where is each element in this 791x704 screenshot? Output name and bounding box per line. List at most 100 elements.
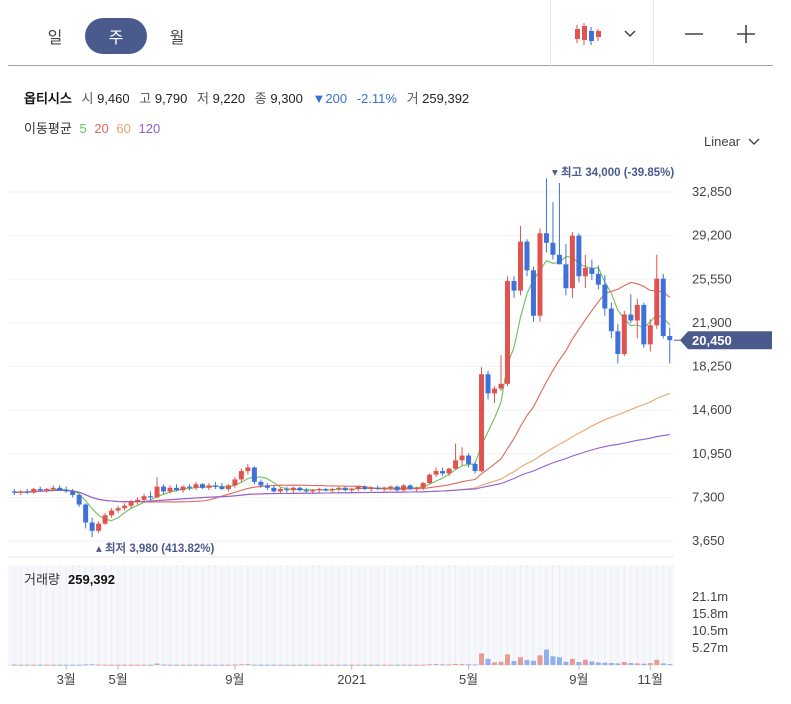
chart-type-button[interactable]	[566, 14, 610, 54]
volume-bar	[154, 663, 160, 665]
volume-bar	[258, 664, 264, 666]
volume-bar	[284, 664, 290, 666]
volume-bar	[122, 664, 128, 666]
low-label: 저	[197, 91, 209, 106]
candle-body	[128, 502, 134, 506]
ma-5-line	[14, 256, 671, 522]
candle-body	[472, 463, 478, 472]
candle-body	[368, 487, 374, 490]
candle-body	[453, 460, 459, 469]
volume-bar	[161, 664, 167, 666]
volume-bar	[83, 664, 89, 666]
candle-body	[563, 264, 569, 289]
volume-bar	[660, 663, 666, 665]
candle-body	[284, 489, 290, 491]
volume-label: 거	[406, 91, 419, 106]
candle-body	[310, 490, 316, 492]
price-axis-label: 21,900	[692, 315, 732, 330]
volume-bar	[628, 663, 634, 665]
price-axis-label: 14,600	[692, 402, 732, 417]
price-axis-label: 7,300	[692, 489, 725, 504]
volume-bar	[76, 664, 82, 666]
volume-bar	[336, 664, 342, 666]
candle-body	[122, 505, 128, 509]
candle-body	[394, 486, 400, 491]
volume-bar	[199, 664, 205, 666]
candle-body	[264, 485, 270, 488]
candle-body	[70, 491, 76, 495]
volume-bar	[479, 653, 485, 665]
candlestick-icon	[575, 23, 601, 45]
current-price-label: 20,450	[692, 333, 732, 348]
volume-bar	[102, 664, 108, 666]
ma-5-label[interactable]: 5	[79, 121, 87, 136]
candle-body	[615, 331, 621, 354]
close-value: 9,300	[270, 91, 303, 106]
chart-type-dropdown[interactable]	[616, 14, 644, 54]
candle-body	[537, 233, 543, 316]
ma-60-label[interactable]: 60	[116, 121, 131, 136]
price-axis-label: 29,200	[692, 228, 732, 243]
zoom-out-button[interactable]	[676, 14, 712, 54]
volume-bar	[401, 664, 407, 666]
chart-toolbar: 일 주 월	[8, 0, 773, 66]
candle-body	[349, 489, 355, 491]
candle-body	[115, 508, 121, 511]
volume-bar	[517, 657, 523, 665]
candle-body	[76, 494, 82, 505]
volume-bar	[498, 661, 504, 665]
candle-body	[290, 487, 296, 491]
x-axis-label: 3월	[57, 672, 76, 687]
volume-bar	[148, 664, 154, 666]
volume-bar	[485, 658, 491, 665]
tab-daily[interactable]: 일	[47, 30, 63, 47]
volume-bar	[89, 664, 95, 666]
candle-body	[342, 487, 348, 491]
volume-bar	[556, 657, 562, 665]
candle-body	[530, 270, 536, 316]
price-axis-label: 10,950	[692, 446, 732, 461]
candle-body	[440, 471, 446, 474]
candle-body	[219, 486, 225, 490]
zoom-in-button[interactable]	[728, 14, 764, 54]
candle-body	[199, 484, 205, 488]
volume-bar	[342, 664, 348, 666]
volume-bar	[407, 664, 413, 666]
candle-body	[582, 267, 588, 277]
candle-body	[258, 481, 264, 486]
volume-bar	[634, 663, 640, 665]
volume-bar	[245, 664, 251, 666]
ma-20-label[interactable]: 20	[94, 121, 109, 136]
volume-bar	[453, 663, 459, 665]
stock-summary: 옵티시스 시 9,460 고 9,790 저 9,220 종 9,300 ▼20…	[24, 88, 475, 107]
volume-bar	[667, 664, 673, 666]
tab-weekly[interactable]: 주	[85, 18, 147, 54]
minus-icon	[685, 33, 703, 35]
volume-bar	[472, 664, 478, 666]
candle-body	[414, 487, 420, 490]
volume-bar	[621, 662, 627, 665]
candle-body	[154, 486, 160, 498]
candle-body	[492, 388, 498, 394]
candle-body	[543, 233, 549, 243]
candle-body	[355, 486, 361, 490]
volume-bar	[576, 662, 582, 665]
current-price-tag	[680, 331, 772, 350]
tab-monthly[interactable]: 월	[169, 30, 185, 47]
volume-bar	[57, 664, 63, 666]
volume-bar	[329, 664, 335, 666]
chevron-down-icon	[624, 30, 636, 38]
volume-bar	[264, 664, 270, 666]
candle-body	[89, 522, 95, 531]
price-axis-label: 32,850	[692, 184, 732, 199]
volume-bar	[615, 663, 621, 665]
scale-selector[interactable]: Linear	[704, 134, 760, 149]
candle-body	[466, 455, 472, 464]
candle-body	[420, 483, 426, 488]
ma-20-line	[14, 281, 671, 503]
volume-bar	[297, 664, 303, 666]
candle-body	[569, 235, 575, 289]
candle-body	[316, 489, 322, 491]
ma-120-label[interactable]: 120	[138, 121, 161, 136]
